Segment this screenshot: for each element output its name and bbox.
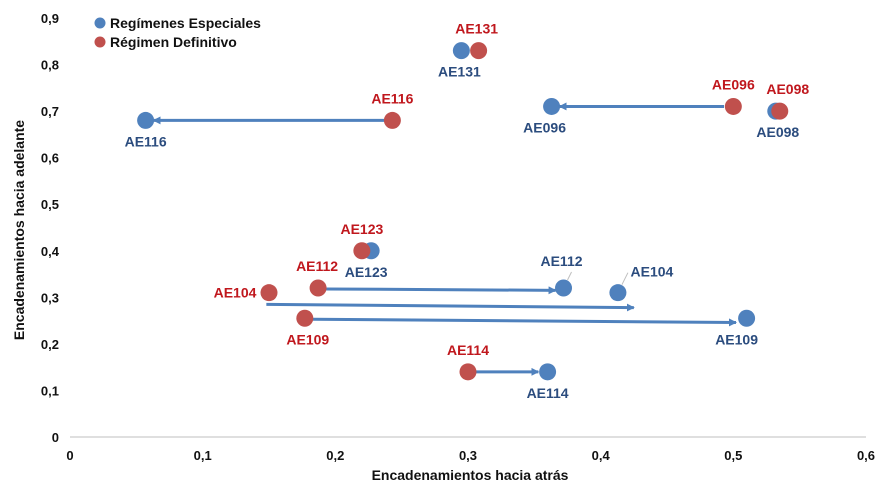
definitivo-point-ae131 bbox=[470, 42, 488, 60]
y-axis-title: Encadenamientos hacia adelante bbox=[11, 120, 27, 340]
especial-point-ae112 bbox=[555, 279, 573, 297]
x-tick-label: 0,5 bbox=[724, 448, 742, 463]
data-points bbox=[137, 42, 789, 381]
definitivo-label-ae096: AE096 bbox=[712, 76, 755, 92]
especial-label-ae123: AE123 bbox=[345, 264, 388, 280]
definitivo-label-ae112: AE112 bbox=[296, 258, 338, 274]
legend-marker-especiales bbox=[94, 17, 106, 29]
y-tick-label: 0,2 bbox=[41, 337, 59, 352]
especial-point-ae109 bbox=[738, 309, 756, 327]
y-tick-label: 0,3 bbox=[41, 290, 59, 305]
especial-point-ae104 bbox=[609, 284, 627, 302]
definitivo-label-ae114: AE114 bbox=[447, 342, 489, 358]
definitivo-point-ae096 bbox=[724, 97, 742, 115]
definitivo-label-ae098: AE098 bbox=[766, 81, 809, 97]
definitivo-point-ae123 bbox=[353, 242, 371, 260]
leader-line-ae112 bbox=[567, 271, 572, 281]
definitivo-point-ae114 bbox=[459, 363, 477, 381]
definitivo-point-ae116 bbox=[383, 111, 401, 129]
leader-line-ae104 bbox=[621, 272, 629, 285]
point-labels: AE131 AE116 AE096 AE098 AE123 AE112 AE104 AE109… bbox=[125, 21, 810, 401]
x-tick-label: 0,4 bbox=[592, 448, 611, 463]
y-tick-label: 0,1 bbox=[41, 383, 59, 398]
especial-label-ae109: AE109 bbox=[715, 331, 758, 347]
x-tick-label: 0,1 bbox=[194, 448, 212, 463]
definitivo-point-ae098 bbox=[771, 102, 789, 120]
definitivo-label-ae109: AE109 bbox=[286, 331, 329, 347]
x-tick-label: 0,6 bbox=[857, 448, 875, 463]
definitivo-label-ae131: AE131 bbox=[455, 21, 498, 37]
especial-label-ae098: AE098 bbox=[756, 124, 799, 140]
arrow-ae112 bbox=[324, 286, 557, 295]
arrow-ae104 bbox=[266, 302, 635, 312]
y-tick-label: 0,8 bbox=[41, 58, 59, 73]
y-tick-label: 0,9 bbox=[41, 11, 59, 26]
tick-labels: 0 0,1 0,2 0,3 0,4 0,5 0,6 0 0,1 0,2 0,3 0,4 0,5 0,6 0,… bbox=[41, 11, 875, 463]
especial-label-ae131: AE131 bbox=[438, 64, 481, 80]
legend: Regímenes Especiales Régimen Definitivo bbox=[94, 15, 261, 50]
x-tick-label: 0 bbox=[66, 448, 73, 463]
especial-point-ae116 bbox=[137, 111, 155, 129]
definitivo-label-ae123: AE123 bbox=[340, 221, 383, 237]
legend-marker-definitivo bbox=[94, 36, 106, 48]
definitivo-point-ae109 bbox=[296, 309, 314, 327]
x-axis-title: Encadenamientos hacia atrás bbox=[372, 467, 569, 483]
x-tick-label: 0,2 bbox=[326, 448, 344, 463]
legend-label-definitivo: Régimen Definitivo bbox=[110, 34, 237, 50]
y-tick-label: 0,5 bbox=[41, 197, 59, 212]
arrows bbox=[152, 102, 737, 376]
especial-label-ae116: AE116 bbox=[125, 133, 167, 149]
especial-label-ae096: AE096 bbox=[523, 119, 566, 135]
x-tick-label: 0,3 bbox=[459, 448, 477, 463]
legend-label-especiales: Regímenes Especiales bbox=[110, 15, 261, 31]
especial-point-ae096 bbox=[543, 97, 561, 115]
y-tick-label: 0,7 bbox=[41, 104, 59, 119]
definitivo-point-ae104 bbox=[260, 284, 278, 302]
y-tick-label: 0 bbox=[52, 430, 59, 445]
especial-label-ae104: AE104 bbox=[631, 264, 674, 280]
especial-point-ae131 bbox=[452, 42, 470, 60]
arrow-ae109 bbox=[312, 317, 737, 327]
especial-label-ae112: AE112 bbox=[540, 253, 582, 269]
especial-point-ae114 bbox=[539, 363, 557, 381]
especial-label-ae114: AE114 bbox=[527, 385, 569, 401]
y-tick-label: 0,6 bbox=[41, 151, 59, 166]
definitivo-label-ae104: AE104 bbox=[214, 285, 257, 301]
definitivo-point-ae112 bbox=[309, 279, 327, 297]
definitivo-label-ae116: AE116 bbox=[371, 90, 413, 106]
y-tick-label: 0,4 bbox=[41, 244, 60, 259]
